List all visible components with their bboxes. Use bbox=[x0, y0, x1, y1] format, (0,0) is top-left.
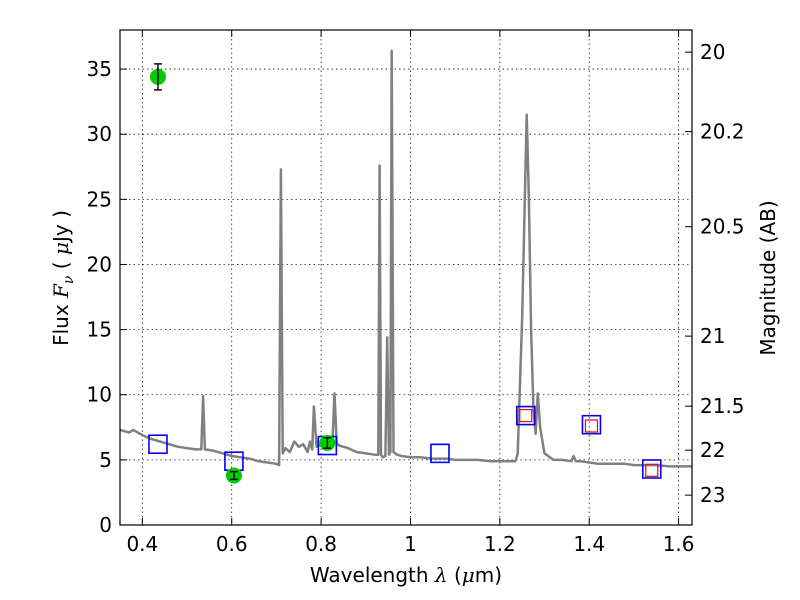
x-tick-label: 0.4 bbox=[126, 532, 158, 556]
model-square-marker bbox=[641, 459, 662, 479]
y-axis-label: Flux Fν ( μJy ) bbox=[49, 210, 77, 346]
y-tick-label: 35 bbox=[87, 57, 112, 81]
plot-frame bbox=[119, 29, 693, 526]
x-tick-label: 1 bbox=[404, 532, 417, 556]
observed-square-marker bbox=[584, 419, 599, 433]
y-tick-label: 15 bbox=[87, 318, 112, 342]
right-tick-label: 20.2 bbox=[700, 120, 745, 144]
y-tick-label: 10 bbox=[87, 383, 112, 407]
right-tick-label: 23 bbox=[700, 483, 725, 507]
spectrum-layer bbox=[119, 49, 692, 468]
spectrum-line bbox=[119, 49, 692, 468]
y-tick-label: 20 bbox=[87, 252, 112, 276]
right-tick-label: 21 bbox=[700, 324, 725, 348]
ticks-layer: 0.4 0.6 0.8 1 1.2 1.4 1.6 0 5 10 15 20 25 30 35 20 20.2 2… bbox=[87, 30, 745, 556]
svg-text:Flux Fν ( μJy ): Flux Fν ( μJy ) bbox=[49, 210, 77, 346]
observed-square-marker bbox=[519, 408, 533, 423]
x-tick-label: 0.6 bbox=[216, 532, 248, 556]
x-tick-label: 1.2 bbox=[484, 532, 516, 556]
x-tick-label: 0.8 bbox=[305, 532, 337, 556]
right-tick-label: 22 bbox=[700, 438, 725, 462]
right-tick-label: 20.5 bbox=[700, 215, 745, 239]
grid bbox=[120, 30, 692, 526]
model-square-marker bbox=[515, 405, 536, 426]
model-square-marker bbox=[148, 434, 168, 455]
x-tick-label: 1.4 bbox=[573, 532, 605, 556]
model-square-marker bbox=[430, 443, 450, 464]
y-tick-label: 25 bbox=[87, 187, 112, 211]
points-layer bbox=[148, 63, 662, 484]
y-tick-label: 30 bbox=[87, 122, 112, 146]
right-tick-label: 20 bbox=[700, 40, 725, 64]
y-tick-label: 5 bbox=[99, 448, 112, 472]
right-tick-label: 21.5 bbox=[700, 394, 745, 418]
right-axis-label: Magnitude (AB) bbox=[756, 200, 780, 355]
svg-text:Magnitude (AB): Magnitude (AB) bbox=[756, 200, 780, 355]
x-axis-label: Wavelength λ (μm) bbox=[310, 563, 502, 587]
y-tick-label: 0 bbox=[99, 513, 112, 537]
observed-square-marker bbox=[645, 463, 659, 477]
model-square-marker bbox=[581, 414, 602, 435]
x-tick-label: 1.6 bbox=[663, 532, 695, 556]
